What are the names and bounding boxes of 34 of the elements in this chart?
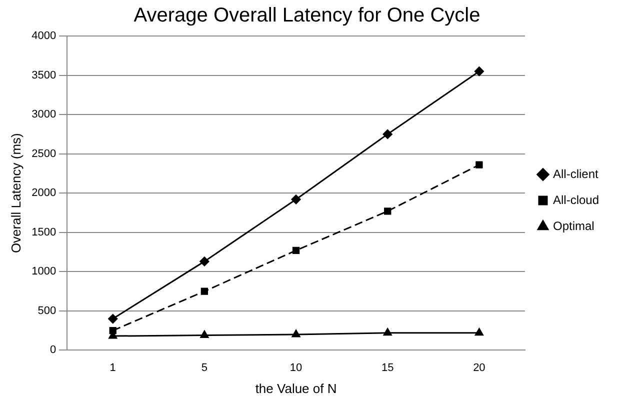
legend-label: All-client xyxy=(552,166,599,181)
point xyxy=(474,66,484,76)
y-tick-label: 1500 xyxy=(32,226,56,238)
point xyxy=(292,330,300,338)
y-tick-label: 2000 xyxy=(32,187,56,200)
legend-label: All-cloud xyxy=(552,192,600,207)
point xyxy=(109,326,116,334)
chart-title: Average Overall Latency for One Cycle xyxy=(134,4,480,27)
y-tick-label: 4000 xyxy=(32,30,56,42)
point xyxy=(292,246,300,254)
point xyxy=(384,208,392,215)
point xyxy=(291,194,301,204)
point xyxy=(382,129,392,139)
x-tick-label: 1 xyxy=(110,362,116,374)
x-tick-label: 5 xyxy=(201,362,208,374)
point xyxy=(200,256,210,266)
point xyxy=(383,328,392,336)
y-tick-label: 3500 xyxy=(32,69,56,82)
y-tick-label: 1000 xyxy=(32,266,56,278)
point xyxy=(200,330,209,338)
y-axis-title: Overall Latency (ms) xyxy=(8,133,24,254)
point xyxy=(474,328,484,336)
y-tick-label: 3000 xyxy=(32,108,56,121)
point xyxy=(200,288,208,295)
x-axis-title: the Value of N xyxy=(255,380,337,396)
x-tick-label: 10 xyxy=(290,362,302,374)
point xyxy=(476,161,483,168)
legend-label: Optimal xyxy=(552,218,594,233)
y-tick-label: 2500 xyxy=(32,148,56,160)
x-tick-label: 15 xyxy=(381,362,394,374)
x-tick-label: 20 xyxy=(473,362,486,374)
point xyxy=(108,314,118,324)
y-tick-label: 500 xyxy=(38,304,56,317)
y-tick-label: 0 xyxy=(50,344,56,356)
